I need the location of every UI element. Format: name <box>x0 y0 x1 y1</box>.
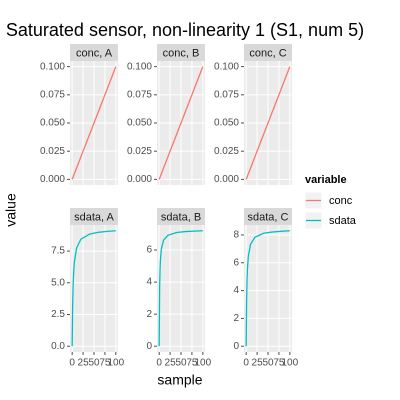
y-tick-label: 0.100 <box>127 61 152 72</box>
legend-label: conc <box>329 195 353 207</box>
legend-title: variable <box>305 174 347 186</box>
y-tick-label: 8 <box>233 230 239 241</box>
y-tick-label: 0.050 <box>127 118 152 129</box>
x-tick-label: 0 <box>69 358 75 369</box>
data-line <box>158 66 204 180</box>
y-tick-label: 0.100 <box>214 61 239 72</box>
y-tick-label: 0.025 <box>214 146 239 157</box>
y-tick-label: 0.075 <box>127 89 152 100</box>
strip-background <box>244 208 292 225</box>
y-tick-label: 0 <box>233 341 239 352</box>
legend-label: sdata <box>329 215 357 227</box>
strip-background <box>244 44 292 61</box>
y-tick-label: 6 <box>146 245 152 256</box>
y-tick-label: 0.0 <box>51 341 65 352</box>
y-tick-label: 0.025 <box>127 146 152 157</box>
x-tick-label: 25 <box>165 358 177 369</box>
y-tick-label: 0.050 <box>40 118 65 129</box>
y-tick-label: 0.000 <box>214 174 239 185</box>
y-tick-label: 0.000 <box>40 174 65 185</box>
data-line <box>245 66 291 180</box>
x-tick-label: 75 <box>273 358 285 369</box>
y-tick-label: 0.050 <box>214 118 239 129</box>
y-tick-label: 0 <box>146 341 152 352</box>
y-tick-label: 6 <box>233 257 239 268</box>
y-tick-label: 0.075 <box>40 89 65 100</box>
y-tick-label: 0.100 <box>40 61 65 72</box>
strip-label: conc, C <box>249 47 286 59</box>
x-tick-label: 0 <box>243 358 249 369</box>
strip-label: conc, A <box>76 47 113 59</box>
y-tick-label: 2 <box>233 313 239 324</box>
y-tick-label: 0.075 <box>214 89 239 100</box>
x-tick-label: 0 <box>156 358 162 369</box>
x-tick-label: 50 <box>262 358 274 369</box>
data-line <box>245 230 290 347</box>
data-line <box>158 230 203 347</box>
data-line <box>71 66 117 180</box>
x-tick-label: 50 <box>88 358 100 369</box>
x-tick-label: 100 <box>194 358 211 369</box>
x-tick-label: 50 <box>175 358 187 369</box>
strip-label: sdata, A <box>74 211 114 223</box>
y-tick-label: 7.5 <box>51 246 65 257</box>
y-tick-label: 2.5 <box>51 309 65 320</box>
x-axis-label: sample <box>157 372 202 388</box>
strip-label: sdata, C <box>248 211 289 223</box>
strip-background <box>70 44 118 61</box>
x-tick-label: 75 <box>99 358 111 369</box>
y-axis-label: value <box>3 193 19 227</box>
x-tick-label: 100 <box>107 358 124 369</box>
chart-title: Saturated sensor, non-linearity 1 (S1, n… <box>6 20 364 40</box>
x-tick-label: 75 <box>186 358 198 369</box>
y-tick-label: 5.0 <box>51 277 65 288</box>
strip-background <box>157 208 205 225</box>
strip-background <box>70 208 118 225</box>
y-tick-label: 2 <box>146 309 152 320</box>
y-tick-label: 4 <box>233 285 239 296</box>
strip-label: conc, B <box>163 47 200 59</box>
y-tick-label: 0.025 <box>40 146 65 157</box>
strip-background <box>157 44 205 61</box>
y-tick-label: 4 <box>146 277 152 288</box>
x-tick-label: 100 <box>281 358 298 369</box>
strip-label: sdata, B <box>161 211 201 223</box>
x-tick-label: 25 <box>252 358 264 369</box>
data-line <box>71 230 116 347</box>
x-tick-label: 25 <box>78 358 90 369</box>
y-tick-label: 0.000 <box>127 174 152 185</box>
